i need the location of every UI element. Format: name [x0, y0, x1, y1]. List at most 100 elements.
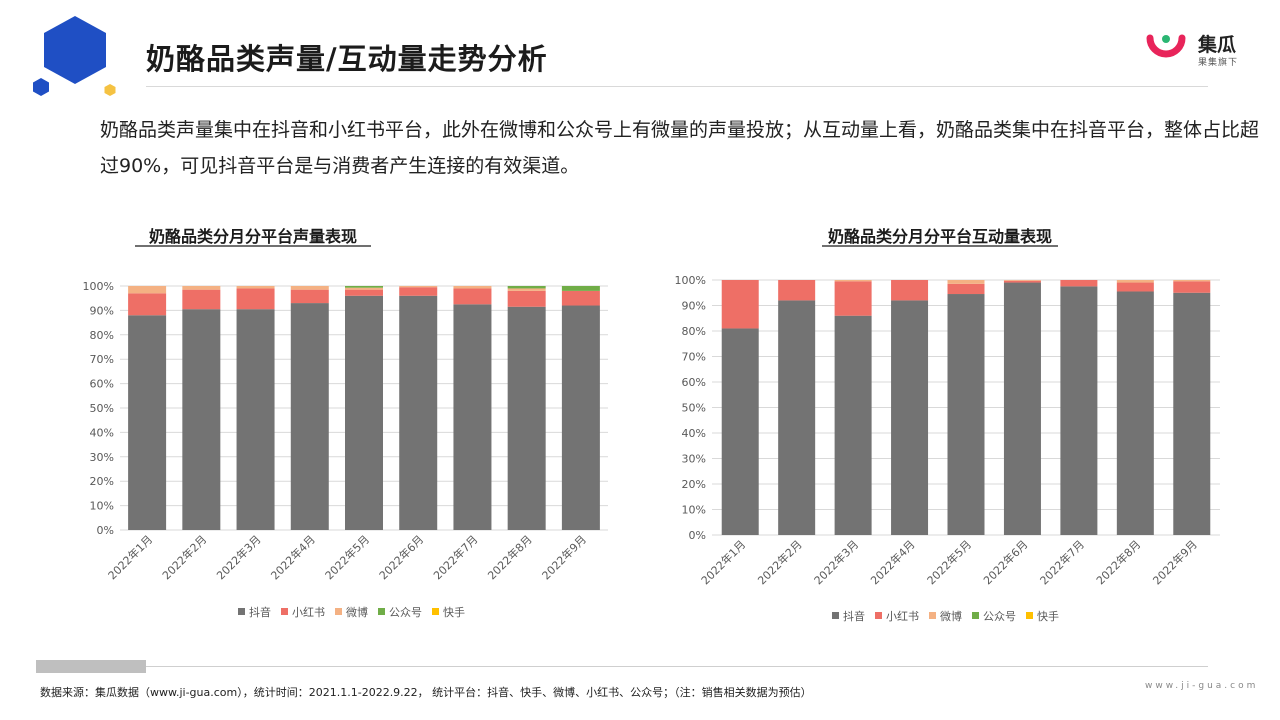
- bar-segment: [721, 280, 759, 329]
- legend-label: 微博: [346, 605, 368, 619]
- y-tick-label: 40%: [90, 426, 114, 439]
- y-tick-label: 70%: [682, 351, 706, 364]
- legend-label: 快手: [1037, 609, 1059, 623]
- bar-segment: [399, 287, 438, 296]
- x-tick-label: 2022年9月: [539, 532, 589, 582]
- bar-segment: [507, 306, 546, 530]
- bar-segment: [778, 280, 816, 301]
- bar-segment: [399, 295, 438, 530]
- website-url: www.ji-gua.com: [1145, 681, 1259, 691]
- bar-segment: [507, 290, 546, 307]
- y-tick-label: 10%: [682, 504, 706, 517]
- interaction-chart: 奶酪品类分月分平台互动量表现 0% 10% 20% 30% 40% 50% 60% 70% 80%…: [650, 220, 1270, 640]
- bar-segment: [1173, 292, 1211, 535]
- bar-segment: [128, 315, 167, 530]
- progress-track: [36, 660, 1208, 673]
- bar-segment: [182, 289, 221, 310]
- y-tick-label: 30%: [90, 451, 114, 464]
- y-tick-label: 70%: [90, 353, 114, 366]
- y-tick-label: 60%: [682, 376, 706, 389]
- page-title: 奶酪品类声量/互动量走势分析: [146, 42, 548, 76]
- title-divider: [146, 86, 1208, 87]
- x-tick-label: 2022年3月: [811, 537, 861, 587]
- x-tick-label: 2022年8月: [485, 532, 535, 582]
- small-hexagon-icon: [33, 78, 49, 96]
- bar-segment: [507, 286, 546, 289]
- x-tick-label: 2022年1月: [105, 532, 155, 582]
- y-tick-label: 100%: [83, 280, 114, 293]
- y-tick-label: 20%: [90, 475, 114, 488]
- y-tick-label: 90%: [682, 300, 706, 313]
- legend-label: 微博: [940, 609, 962, 623]
- bar-segment: [891, 300, 929, 535]
- bar-segment: [290, 303, 329, 530]
- progress-line: [36, 666, 1208, 667]
- bar-segment: [128, 293, 167, 316]
- bar-segment: [453, 304, 492, 530]
- brand-logo: 集瓜 果集旗下: [1146, 30, 1256, 70]
- bar-segment: [778, 300, 816, 535]
- y-tick-label: 60%: [90, 378, 114, 391]
- small-hexagon-yellow-icon: [104, 84, 116, 96]
- volume-chart: 奶酪品类分月分平台声量表现 0% 10% 20% 30% 40% 50% 60% 70% 80% 9…: [60, 220, 640, 640]
- legend-swatch: [972, 612, 979, 619]
- x-tick-label: 2022年7月: [1037, 537, 1087, 587]
- legend-label: 抖音: [843, 609, 865, 623]
- bar-segment: [236, 286, 275, 289]
- chart-title: 奶酪品类分月分平台互动量表现: [828, 227, 1052, 246]
- legend-label: 抖音: [249, 605, 271, 619]
- bar-segment: [721, 328, 759, 535]
- bar-segment: [1173, 280, 1211, 282]
- x-tick-label: 2022年4月: [268, 532, 318, 582]
- x-tick-label: 2022年2月: [159, 532, 209, 582]
- x-tick-label: 2022年7月: [430, 532, 480, 582]
- jigua-logo-icon: [1146, 34, 1186, 58]
- bar-segment: [345, 289, 383, 296]
- y-tick-label: 30%: [682, 453, 706, 466]
- y-tick-label: 80%: [90, 329, 114, 342]
- bar-segment: [561, 286, 600, 291]
- legend-label: 公众号: [983, 610, 1016, 623]
- bar-segment: [182, 286, 221, 290]
- legend-label: 小红书: [292, 606, 325, 619]
- y-tick-label: 50%: [682, 402, 706, 415]
- legend-swatch: [378, 608, 385, 615]
- legend-swatch: [432, 608, 439, 615]
- bar-segment: [1003, 280, 1041, 283]
- legend-label: 小红书: [886, 610, 919, 623]
- bar-segment: [345, 287, 383, 290]
- bar-segment: [1003, 280, 1041, 281]
- bar-segment: [1116, 280, 1154, 283]
- legend-swatch: [335, 608, 342, 615]
- bar-segment: [834, 281, 872, 316]
- chart-title: 奶酪品类分月分平台声量表现: [149, 227, 357, 246]
- bar-segment: [399, 286, 438, 288]
- bar-segment: [1060, 286, 1098, 535]
- y-tick-label: 80%: [682, 325, 706, 338]
- y-tick-label: 20%: [682, 478, 706, 491]
- x-tick-label: 2022年4月: [867, 537, 917, 587]
- y-tick-label: 0%: [97, 524, 114, 537]
- logo-name: 集瓜: [1198, 34, 1237, 56]
- legend-swatch: [281, 608, 288, 615]
- bar-segment: [507, 288, 546, 291]
- x-tick-label: 2022年6月: [980, 537, 1030, 587]
- y-tick-label: 0%: [689, 529, 706, 542]
- hexagon-logo-icon: [44, 16, 106, 84]
- bar-segment: [345, 295, 383, 530]
- legend-swatch: [238, 608, 245, 615]
- x-tick-label: 2022年5月: [322, 532, 372, 582]
- bar-segment: [1173, 281, 1211, 293]
- x-tick-label: 2022年3月: [213, 532, 263, 582]
- bar-segment: [290, 286, 329, 290]
- bar-segment: [1003, 282, 1041, 535]
- x-tick-label: 2022年5月: [924, 537, 974, 587]
- bar-segment: [1060, 280, 1098, 287]
- volume-chart-svg: 奶酪品类分月分平台声量表现 0% 10% 20% 30% 40% 50% 60% 70% 80% 9…: [83, 227, 608, 619]
- x-tick-label: 2022年8月: [1093, 537, 1143, 587]
- bar-segment: [834, 280, 872, 282]
- x-tick-label: 2022年2月: [755, 537, 805, 587]
- legend-label: 公众号: [389, 606, 422, 619]
- y-tick-label: 90%: [90, 304, 114, 317]
- y-tick-label: 50%: [90, 402, 114, 415]
